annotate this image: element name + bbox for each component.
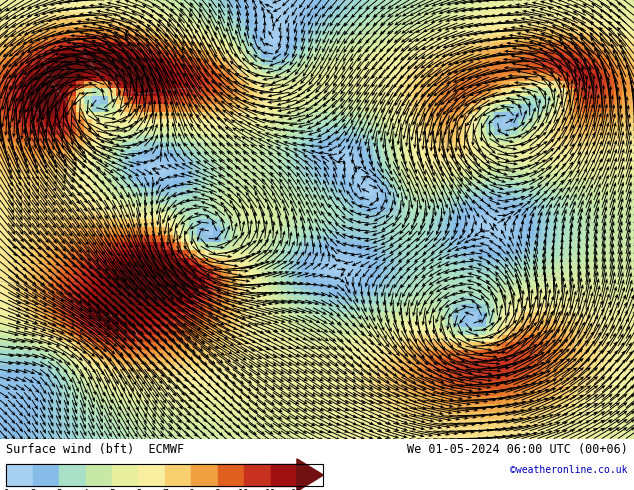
Text: 2: 2 bbox=[30, 489, 36, 490]
Text: Surface wind (bft)  ECMWF: Surface wind (bft) ECMWF bbox=[6, 442, 184, 456]
Bar bbox=[33, 465, 59, 486]
Bar bbox=[138, 465, 165, 486]
Text: 3: 3 bbox=[56, 489, 62, 490]
Text: 8: 8 bbox=[188, 489, 194, 490]
Text: 6: 6 bbox=[136, 489, 141, 490]
FancyArrow shape bbox=[297, 459, 323, 490]
Text: 4: 4 bbox=[82, 489, 89, 490]
Bar bbox=[86, 465, 112, 486]
Text: 10: 10 bbox=[238, 489, 250, 490]
Bar bbox=[6, 465, 323, 486]
Text: 7: 7 bbox=[162, 489, 168, 490]
Bar bbox=[244, 465, 271, 486]
Bar bbox=[191, 465, 217, 486]
Text: 11: 11 bbox=[264, 489, 276, 490]
Bar bbox=[6, 465, 33, 486]
Bar bbox=[271, 465, 297, 486]
Text: ©weatheronline.co.uk: ©weatheronline.co.uk bbox=[510, 466, 628, 475]
Bar bbox=[59, 465, 86, 486]
Bar bbox=[112, 465, 138, 486]
Bar bbox=[165, 465, 191, 486]
Bar bbox=[217, 465, 244, 486]
Text: 1: 1 bbox=[3, 489, 10, 490]
Text: 5: 5 bbox=[109, 489, 115, 490]
Text: 12: 12 bbox=[291, 489, 303, 490]
Text: 9: 9 bbox=[215, 489, 221, 490]
Text: We 01-05-2024 06:00 UTC (00+06): We 01-05-2024 06:00 UTC (00+06) bbox=[407, 442, 628, 456]
